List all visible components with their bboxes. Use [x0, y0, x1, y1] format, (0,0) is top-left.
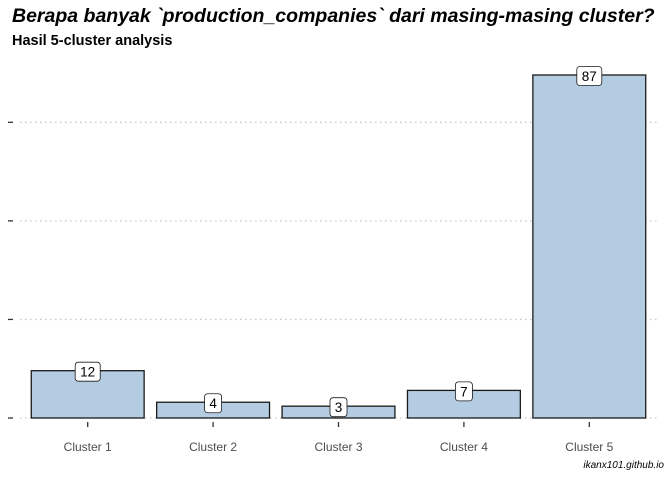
x-tick-label: Cluster 3	[314, 440, 362, 454]
data-label-box	[329, 397, 348, 418]
chart-title: Berapa banyak `production_companies` dar…	[12, 5, 655, 27]
x-axis-ticks: Cluster 1 Cluster 2 Cluster 3 Cluster 4 Clus…	[64, 422, 614, 454]
x-tick-label: Cluster 5	[565, 440, 613, 454]
data-label-text: 7	[460, 384, 468, 399]
data-label: 7	[454, 381, 473, 402]
data-labels: 12 4 3 7 87	[74, 66, 603, 418]
bar	[532, 74, 647, 419]
data-label-box	[576, 66, 603, 86]
data-label-box	[204, 393, 223, 414]
data-label-box	[74, 361, 101, 382]
x-tick-label: Cluster 2	[189, 440, 237, 454]
data-label: 12	[74, 361, 101, 382]
data-label: 87	[576, 66, 603, 86]
data-label: 3	[329, 397, 348, 418]
data-label-box	[454, 381, 473, 402]
x-tick-label: Cluster 1	[64, 440, 112, 454]
bars	[30, 74, 647, 419]
data-label-text: 4	[209, 396, 217, 411]
x-tick-label: Cluster 4	[440, 440, 488, 454]
data-label-text: 3	[335, 400, 343, 415]
data-label-text: 87	[582, 69, 597, 84]
chart-subtitle: Hasil 5-cluster analysis	[12, 33, 173, 49]
data-label-text: 12	[80, 365, 95, 380]
data-label: 4	[204, 393, 223, 414]
chart-caption: ikanx101.github.io	[583, 460, 664, 471]
